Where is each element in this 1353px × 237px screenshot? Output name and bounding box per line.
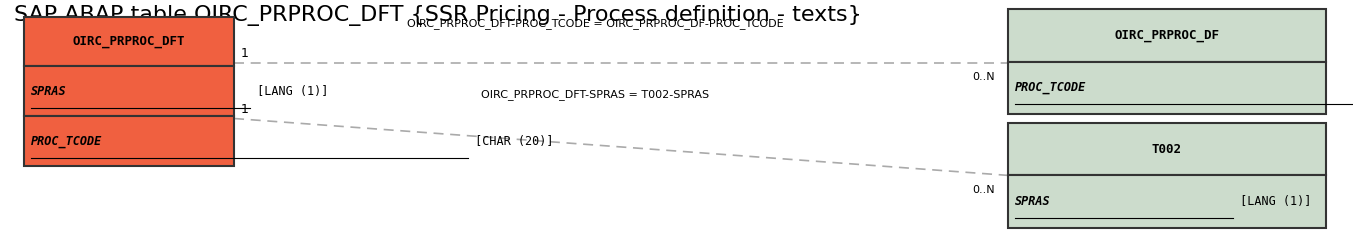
Text: 0..N: 0..N bbox=[971, 185, 994, 195]
Text: 1: 1 bbox=[241, 103, 249, 115]
Text: PROC_TCODE: PROC_TCODE bbox=[1015, 81, 1086, 94]
FancyBboxPatch shape bbox=[24, 66, 234, 116]
Text: [LANG (1)]: [LANG (1)] bbox=[1233, 195, 1311, 208]
Text: [LANG (1)]: [LANG (1)] bbox=[249, 85, 327, 98]
Text: OIRC_PRPROC_DFT-SPRAS = T002-SPRAS: OIRC_PRPROC_DFT-SPRAS = T002-SPRAS bbox=[482, 89, 709, 100]
Text: SPRAS: SPRAS bbox=[1015, 195, 1050, 208]
Text: PROC_TCODE: PROC_TCODE bbox=[31, 135, 103, 147]
Text: OIRC_PRPROC_DFT: OIRC_PRPROC_DFT bbox=[73, 35, 185, 48]
Text: SAP ABAP table OIRC_PRPROC_DFT {SSR Pricing - Process definition - texts}: SAP ABAP table OIRC_PRPROC_DFT {SSR Pric… bbox=[14, 5, 862, 26]
FancyBboxPatch shape bbox=[1008, 9, 1326, 62]
FancyBboxPatch shape bbox=[24, 116, 234, 166]
Text: SPRAS: SPRAS bbox=[31, 85, 66, 98]
Text: OIRC_PRPROC_DFT-PROC_TCODE = OIRC_PRPROC_DF-PROC_TCODE: OIRC_PRPROC_DFT-PROC_TCODE = OIRC_PRPROC… bbox=[407, 18, 783, 29]
Text: 1: 1 bbox=[241, 47, 249, 60]
FancyBboxPatch shape bbox=[1008, 123, 1326, 175]
Text: T002: T002 bbox=[1151, 143, 1183, 156]
Text: 0..N: 0..N bbox=[971, 72, 994, 82]
FancyBboxPatch shape bbox=[1008, 175, 1326, 228]
Text: [CHAR (20)]: [CHAR (20)] bbox=[468, 135, 553, 147]
FancyBboxPatch shape bbox=[1008, 62, 1326, 114]
Text: OIRC_PRPROC_DF: OIRC_PRPROC_DF bbox=[1115, 29, 1219, 42]
FancyBboxPatch shape bbox=[24, 17, 234, 66]
